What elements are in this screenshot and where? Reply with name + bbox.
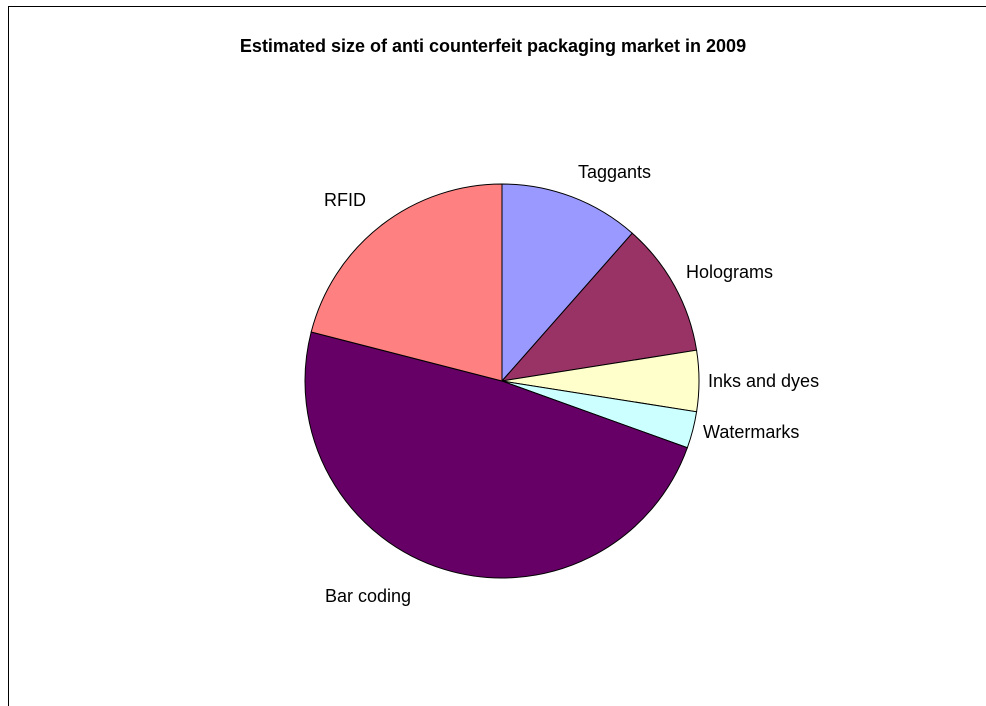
chart-title: Estimated size of anti counterfeit packa… (239, 36, 747, 56)
slice-label-rfid: RFID (324, 190, 366, 210)
chart-frame (8, 6, 986, 706)
pie-chart: Taggants Holograms Inks and dyes Watermarks… (304, 162, 819, 606)
pie-slice-taggants (501, 183, 633, 383)
slice-label-holograms: Holograms (686, 262, 773, 282)
slice-label-watermarks: Watermarks (703, 422, 799, 442)
slice-label-bar-coding: Bar coding (325, 586, 411, 606)
pie-slice-rfid (310, 183, 503, 382)
slice-label-inks-and-dyes: Inks and dyes (708, 371, 819, 391)
slice-label-taggants: Taggants (578, 162, 651, 182)
pie-slice-bar-coding (304, 331, 688, 579)
pie-slice-holograms (500, 232, 698, 382)
